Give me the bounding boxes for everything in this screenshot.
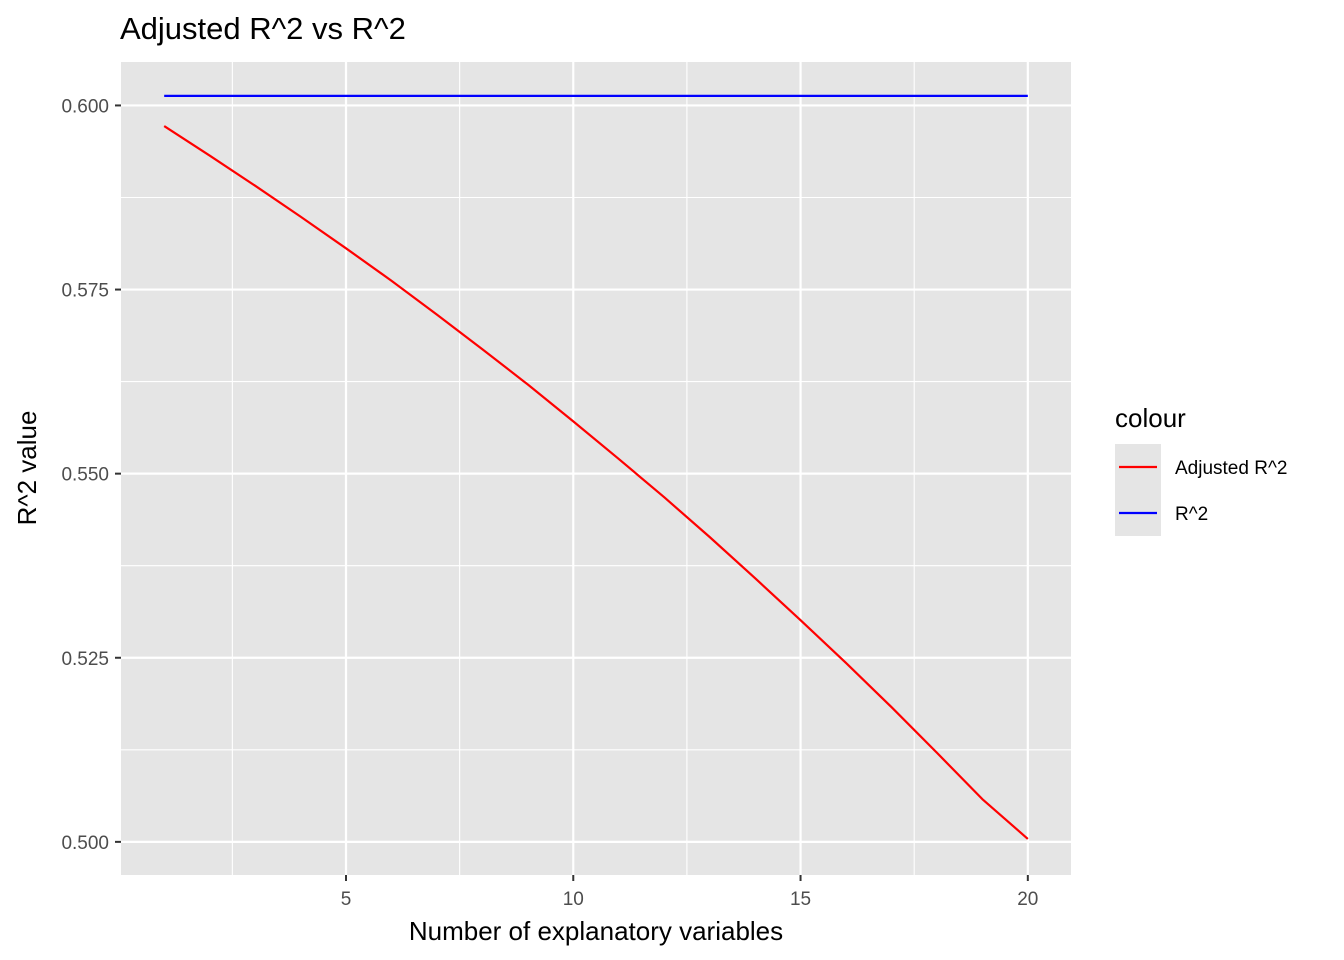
x-tick-label-2: 15: [790, 889, 811, 910]
series-line-adjusted-r2: [163, 125, 1029, 840]
plot-panel: [121, 62, 1071, 875]
minor-gridlines: [121, 62, 1071, 875]
legend-label-adjusted-r2: Adjusted R^2: [1175, 458, 1287, 479]
y-tick-label-3: 0.575: [61, 281, 109, 302]
x-tick-label-3: 20: [1017, 889, 1038, 910]
chart-title: Adjusted R^2 vs R^2: [120, 11, 406, 46]
x-axis: 5 10 15 20: [341, 875, 1038, 910]
x-tick-label-0: 5: [341, 889, 352, 910]
y-tick-label-0: 0.500: [61, 833, 109, 854]
y-axis: 0.500 0.525 0.550 0.575 0.600: [61, 96, 121, 854]
x-tick-label-1: 10: [563, 889, 584, 910]
major-gridlines: [121, 62, 1071, 875]
legend-title: colour: [1115, 403, 1186, 433]
y-tick-label-4: 0.600: [61, 96, 109, 117]
series-lines: [163, 94, 1029, 840]
x-axis-title: Number of explanatory variables: [409, 916, 783, 946]
y-axis-title: R^2 value: [12, 411, 42, 526]
legend: colour Adjusted R^2 R^2: [1115, 403, 1287, 536]
y-tick-label-2: 0.550: [61, 465, 109, 486]
y-tick-label-1: 0.525: [61, 649, 109, 670]
legend-key-background: [1115, 444, 1161, 536]
legend-label-r2: R^2: [1175, 504, 1208, 525]
